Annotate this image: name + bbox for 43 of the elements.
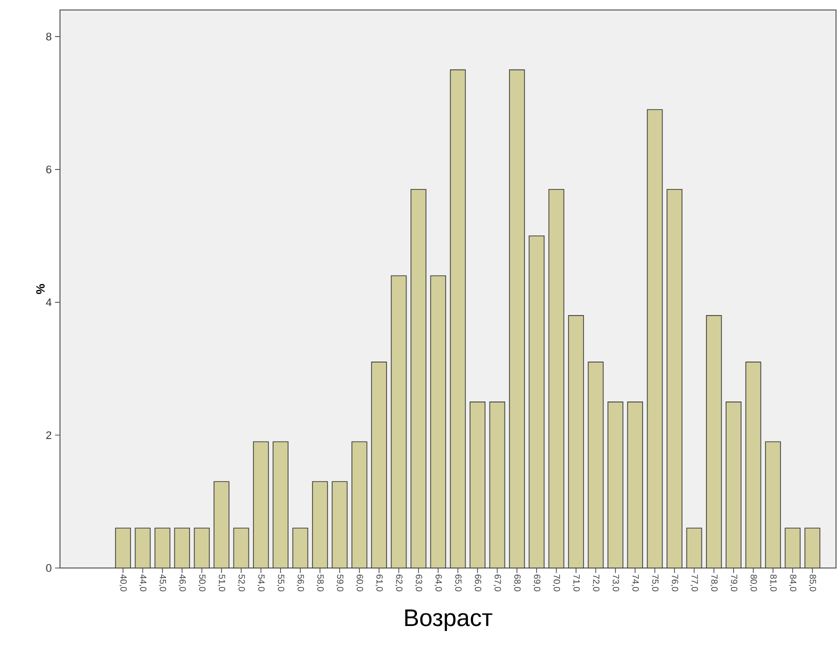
x-tick-label: 40,0 bbox=[119, 574, 127, 592]
x-tick-label: 71,0 bbox=[572, 574, 580, 592]
x-tick-label: 60,0 bbox=[356, 574, 364, 592]
x-tick-label: 61,0 bbox=[375, 574, 383, 592]
x-tick-label: 44,0 bbox=[139, 574, 146, 592]
y-tick-label: 4 bbox=[46, 298, 52, 306]
x-tick-label: 67,0 bbox=[494, 574, 501, 592]
y-tick-label: 6 bbox=[46, 166, 52, 174]
y-tick-label: 2 bbox=[46, 431, 52, 439]
x-tick-label: 50,0 bbox=[198, 574, 206, 592]
y-tick-label: 0 bbox=[46, 564, 52, 572]
x-tick-label: 70,0 bbox=[552, 574, 560, 592]
x-tick-label: 79,0 bbox=[730, 574, 738, 592]
x-tick-label: 72,0 bbox=[592, 574, 600, 592]
x-tick-label: 45,0 bbox=[158, 574, 166, 592]
x-tick-label: 69,0 bbox=[532, 574, 540, 592]
x-tick-label: 64,0 bbox=[434, 574, 442, 592]
x-tick-label: 74,0 bbox=[631, 574, 639, 592]
x-tick-label: 76,0 bbox=[670, 574, 678, 592]
x-tick-label: 63,0 bbox=[414, 574, 422, 592]
x-tick-label: 54,0 bbox=[257, 574, 265, 592]
x-tick-label: 52,0 bbox=[238, 574, 245, 592]
x-tick-label: 84,0 bbox=[788, 574, 796, 592]
x-tick-label: 65,0 bbox=[454, 574, 462, 592]
x-tick-label: 56,0 bbox=[296, 574, 304, 592]
x-tick-label: 58,0 bbox=[316, 574, 324, 592]
x-tick-label: 51,0 bbox=[218, 574, 226, 592]
x-tick-label: 66,0 bbox=[474, 574, 482, 592]
x-axis-title: Возраст bbox=[405, 610, 492, 631]
x-tick-label: 55,0 bbox=[276, 574, 284, 592]
y-tick-label: 8 bbox=[46, 32, 52, 40]
x-tick-label: 78,0 bbox=[710, 574, 718, 592]
x-tick-label: 80,0 bbox=[750, 574, 757, 592]
x-tick-label: 68,0 bbox=[513, 574, 521, 592]
x-tick-label: 73,0 bbox=[612, 574, 620, 592]
x-tick-label: 46,0 bbox=[178, 574, 186, 592]
x-tick-label: 77,0 bbox=[690, 574, 698, 592]
x-tick-label: 59,0 bbox=[336, 574, 344, 592]
y-axis-title: % bbox=[36, 284, 45, 294]
x-tick-label: 75,0 bbox=[651, 574, 659, 592]
x-tick-label: 85,0 bbox=[808, 574, 816, 592]
x-tick-label: 81,0 bbox=[769, 574, 777, 592]
x-tick-label: 62,0 bbox=[395, 574, 402, 592]
